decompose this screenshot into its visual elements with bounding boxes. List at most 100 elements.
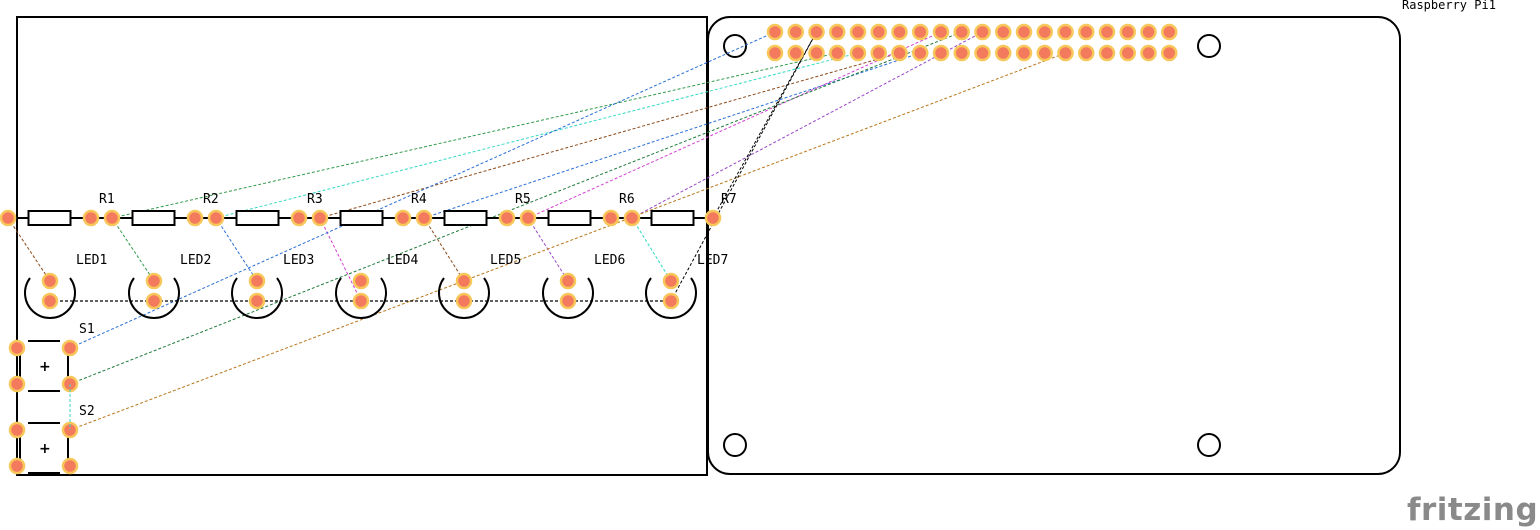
led-outline (335, 277, 387, 319)
led-anode-pad (352, 272, 370, 290)
gpio-pin-pad (932, 23, 950, 41)
ratsnest-wire (69, 52, 1066, 431)
switch-pad (8, 421, 26, 439)
ratsnest-wire (69, 31, 776, 349)
ratsnest-wire (215, 217, 258, 282)
gpio-pin-pad (912, 44, 929, 62)
gpio-pin-pad (912, 23, 929, 41)
mounting-hole (723, 433, 747, 457)
led-anode-pad (662, 272, 680, 290)
gpio-pin-pad (932, 44, 950, 62)
ratsnest-wire (423, 217, 465, 282)
resistor-pad (82, 209, 100, 227)
mounting-hole (723, 34, 747, 58)
gpio-pin-pad (891, 23, 908, 41)
gpio-pin-pad (1161, 44, 1178, 62)
resistor-pad (415, 209, 433, 227)
breadboard-outline (16, 16, 708, 476)
gpio-pin-pad (1119, 44, 1136, 62)
resistor-body (339, 210, 384, 226)
led-cathode-pad (352, 292, 370, 310)
gpio-pin-pad (974, 23, 991, 41)
resistor-pad (103, 209, 121, 227)
gpio-pin-pad (766, 44, 784, 62)
resistor-body (235, 210, 280, 226)
gpio-pin-pad (1098, 23, 1116, 41)
gpio-pin-pad (829, 44, 846, 62)
gpio-pin-pad (870, 23, 887, 41)
gpio-pin-pad (891, 44, 908, 62)
led-outline (24, 277, 76, 319)
resistor-body (650, 210, 695, 226)
ratsnest-wire (631, 31, 983, 219)
ratsnest-wire (712, 31, 817, 219)
resistor-body (443, 210, 488, 226)
led-cathode-pad (455, 292, 473, 310)
gpio-pin-pad (1140, 44, 1157, 62)
led-anode-pad (455, 272, 473, 290)
resistor-pad (498, 209, 516, 227)
gpio-pin-pad (995, 44, 1012, 62)
switch-2: + S2 (8, 404, 95, 475)
ratsnest-wire (215, 52, 859, 219)
ratsnest-wire (670, 31, 817, 302)
mounting-holes (723, 34, 1221, 457)
ratsnest-wire (7, 217, 51, 282)
resistor-pad (704, 209, 722, 227)
resistor-label: R1 (99, 192, 115, 207)
gpio-pin-pad (1161, 23, 1178, 41)
gpio-pin-pad (995, 23, 1012, 41)
resistor-label: R7 (721, 192, 737, 207)
ratsnest-wire (631, 217, 672, 282)
resistor-pad (207, 209, 225, 227)
ratsnest-wires (7, 31, 1066, 431)
switch-pad (61, 457, 79, 475)
resistor-body (27, 210, 72, 226)
gpio-header (766, 23, 1178, 62)
gpio-pin-pad (766, 23, 784, 41)
led-cathode-pad (145, 292, 163, 310)
resistor-body (131, 210, 176, 226)
resistor-pad (519, 209, 537, 227)
ratsnest-wire (69, 31, 962, 385)
led-outline (438, 277, 490, 319)
led-outline (231, 277, 283, 319)
gpio-pin-pad (1098, 44, 1116, 62)
switch-plus-symbol: + (39, 359, 51, 375)
gpio-pin-pad (787, 44, 804, 62)
mounting-hole (1197, 34, 1221, 58)
resistor-pad (311, 209, 329, 227)
gpio-pin-pad (1015, 23, 1033, 41)
switch-pad (61, 339, 79, 357)
gpio-pin-pad (1140, 23, 1157, 41)
resistor-label: R4 (411, 192, 427, 207)
resistor-pad (394, 209, 412, 227)
led-label: LED7 (697, 253, 728, 268)
switch-pad (8, 339, 26, 357)
mounting-hole (1197, 433, 1221, 457)
resistor-pad (0, 209, 17, 227)
resistor-pad (602, 209, 620, 227)
led-anode-pad (41, 272, 59, 290)
gpio-pin-pad (1015, 44, 1033, 62)
gpio-pin-pad (1078, 44, 1095, 62)
resistor-pad (623, 209, 641, 227)
switch-pad (8, 375, 26, 393)
gpio-pin-pad (1057, 23, 1074, 41)
gpio-pin-pad (808, 23, 825, 41)
led-group: LED1 LED2 LED3 LED4 LED5 LED6 LED7 (24, 253, 728, 319)
ratsnest-wire (111, 217, 155, 282)
resistor-label: R3 (307, 192, 323, 207)
ratsnest-wire (111, 52, 838, 219)
gpio-pin-pad (849, 23, 867, 41)
led-anode-pad (248, 272, 266, 290)
resistor-label: R6 (619, 192, 635, 207)
led-outline (128, 277, 180, 319)
ratsnest-wire (319, 52, 900, 219)
gpio-pin-pad (849, 44, 867, 62)
led-label: LED3 (283, 253, 314, 268)
resistor-body (547, 210, 592, 226)
led-label: LED5 (490, 253, 521, 268)
raspberry-pi-outline (707, 16, 1401, 475)
